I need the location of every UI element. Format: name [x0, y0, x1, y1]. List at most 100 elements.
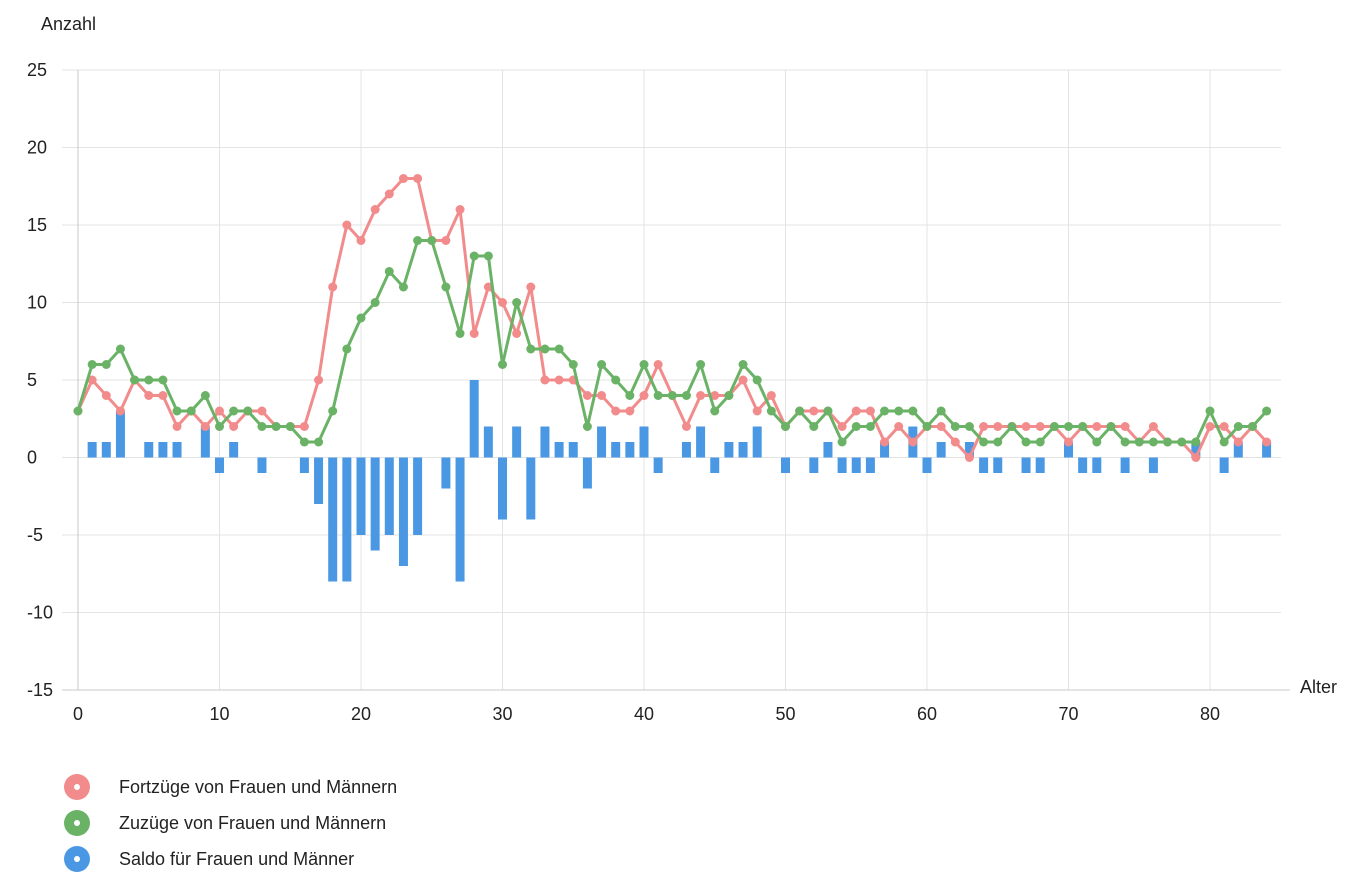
data-point [398, 174, 408, 183]
data-point [611, 406, 621, 416]
data-point [752, 406, 762, 416]
data-point [936, 422, 946, 431]
saldo-bar [328, 457, 338, 582]
data-point [964, 422, 974, 431]
x-axis-label: Alter [1300, 677, 1338, 697]
saldo-bar [979, 457, 989, 473]
data-point [455, 205, 465, 214]
data-point [681, 422, 691, 431]
data-point [427, 236, 437, 245]
saldo-bar [158, 442, 168, 458]
data-point [795, 406, 805, 416]
data-point [781, 422, 790, 431]
data-point [865, 422, 875, 431]
data-point [1219, 437, 1229, 447]
saldo-bar [625, 442, 635, 458]
data-point [73, 406, 83, 416]
saldo-bar [611, 442, 621, 458]
data-point [526, 344, 536, 354]
data-point [1120, 437, 1130, 447]
data-point [299, 422, 309, 431]
data-point [681, 391, 691, 400]
saldo-bar [1021, 457, 1031, 473]
data-point [752, 375, 762, 385]
y-tick-label: -5 [27, 525, 43, 545]
saldo-bar [1035, 457, 1045, 473]
x-tick-label: 50 [775, 704, 795, 724]
data-point [158, 391, 168, 400]
data-point [115, 406, 125, 416]
data-point [342, 220, 352, 230]
legend-item-saldo[interactable]: Saldo für Frauen und Männer [64, 844, 397, 874]
saldo-bar [837, 457, 847, 473]
data-point [1049, 422, 1059, 431]
data-point [483, 251, 493, 261]
data-point [87, 375, 97, 385]
data-point [130, 375, 140, 385]
legend-marker [64, 846, 90, 872]
saldo-bar [384, 457, 394, 535]
legend-label: Zuzüge von Frauen und Männern [119, 812, 387, 833]
data-point [200, 422, 210, 431]
data-point [1148, 422, 1158, 431]
legend-item-fortzuege[interactable]: Fortzüge von Frauen und Männern [64, 772, 397, 802]
data-point [1035, 437, 1045, 447]
data-point [894, 406, 904, 416]
saldo-bar [964, 442, 974, 458]
data-point [809, 406, 819, 416]
saldo-bar [215, 457, 224, 473]
saldo-bar [1191, 442, 1201, 458]
data-point [738, 360, 748, 369]
data-point [512, 298, 522, 307]
data-point [1078, 422, 1088, 431]
saldo-bar [370, 457, 380, 551]
x-tick-label: 60 [917, 704, 937, 724]
data-point [1148, 437, 1158, 447]
data-point [243, 406, 253, 416]
saldo-bar [851, 457, 861, 473]
data-point [710, 391, 720, 400]
data-point [342, 344, 352, 354]
data-point [908, 406, 918, 416]
data-point [851, 422, 861, 431]
data-point [1163, 437, 1173, 447]
data-point [724, 391, 734, 400]
data-point [837, 437, 847, 447]
saldo-bars [87, 380, 1272, 582]
data-point [314, 375, 324, 385]
data-point [200, 391, 210, 400]
saldo-bar [936, 442, 946, 458]
saldo-bar [568, 442, 578, 458]
saldo-bar [1078, 457, 1088, 473]
data-point [441, 236, 451, 245]
data-point [257, 406, 267, 416]
saldo-bar [441, 457, 451, 489]
data-point [611, 375, 621, 385]
data-point [880, 437, 890, 447]
y-tick-label: -15 [27, 680, 53, 700]
y-tick-label: -10 [27, 603, 53, 623]
saldo-bar [413, 457, 423, 535]
grid [62, 69, 1290, 691]
saldo-bar [1120, 457, 1130, 473]
saldo-bar [356, 457, 366, 535]
data-point [950, 422, 960, 431]
saldo-bar [781, 457, 790, 473]
data-point [865, 406, 875, 416]
data-point [1262, 406, 1272, 416]
data-point [1092, 437, 1102, 447]
data-point [964, 453, 974, 462]
data-point [766, 406, 776, 416]
data-point [215, 422, 224, 431]
data-point [257, 422, 267, 431]
data-point [314, 437, 324, 447]
data-point [1191, 437, 1201, 447]
data-point [1035, 422, 1045, 431]
legend-item-zuzuege[interactable]: Zuzüge von Frauen und Männern [64, 808, 397, 838]
data-point [1021, 422, 1031, 431]
data-point [158, 375, 168, 385]
y-tick-label: 25 [27, 60, 47, 80]
saldo-bar [314, 457, 324, 504]
data-point [1120, 422, 1130, 431]
data-point [625, 391, 635, 400]
